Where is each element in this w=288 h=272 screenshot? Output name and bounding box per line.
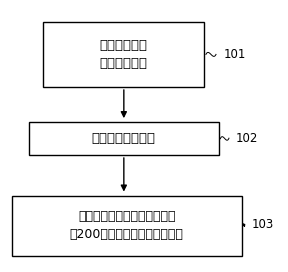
Bar <box>12 196 242 256</box>
Bar <box>43 22 204 87</box>
Bar <box>29 122 219 155</box>
Text: 对制造玻璃的
原料进行配料: 对制造玻璃的 原料进行配料 <box>100 39 148 70</box>
Text: 102: 102 <box>236 132 259 145</box>
Text: 101: 101 <box>223 48 246 61</box>
Text: 103: 103 <box>252 218 274 231</box>
Text: 将玻璃液上部空间的压力控制
在200毫以下，然后进入工作池: 将玻璃液上部空间的压力控制 在200毫以下，然后进入工作池 <box>70 210 184 241</box>
Text: 玻璃液流燕化控制: 玻璃液流燕化控制 <box>92 132 156 145</box>
